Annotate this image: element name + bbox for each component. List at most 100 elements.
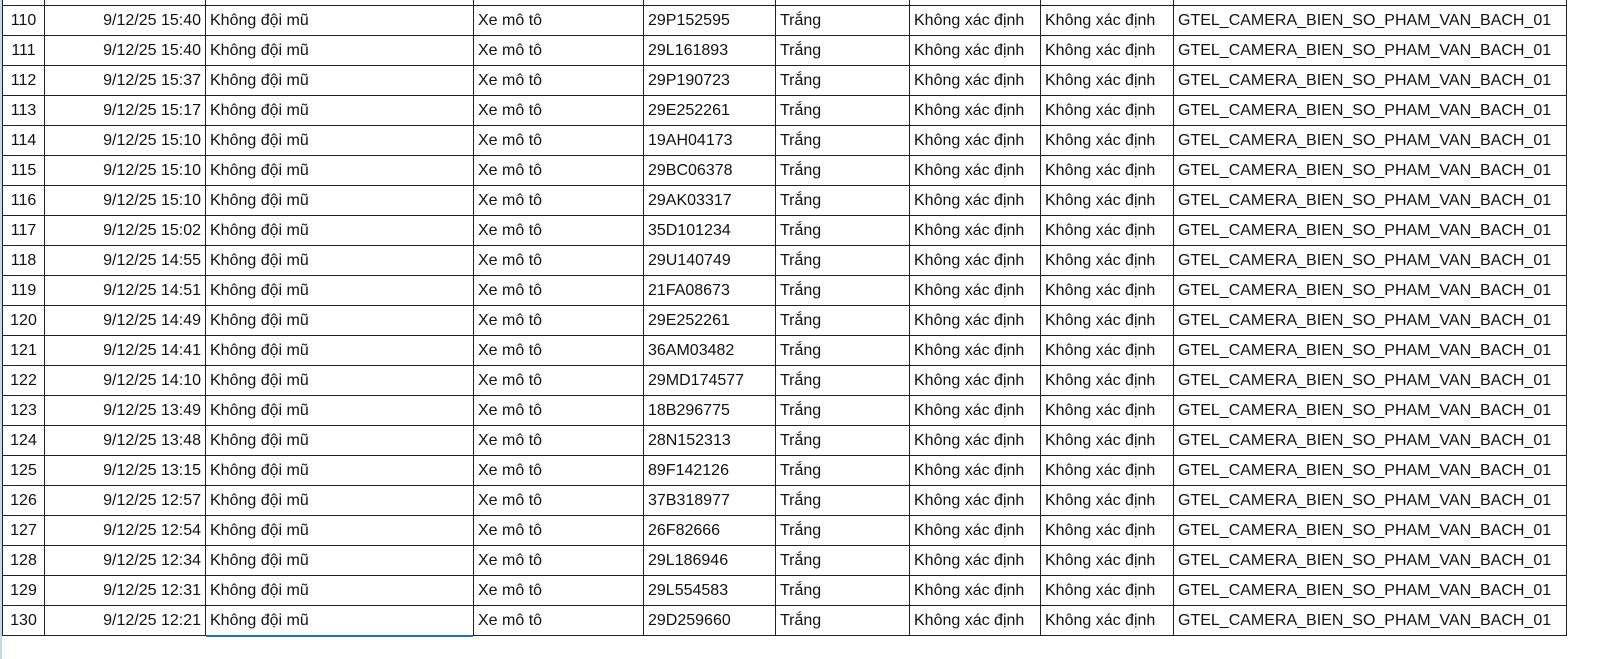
- violation-cell[interactable]: Không đội mũ: [205, 305, 474, 336]
- status-cell[interactable]: Không xác định: [909, 245, 1041, 276]
- status-cell[interactable]: Không xác định: [909, 365, 1041, 396]
- camera-name-cell[interactable]: GTEL_CAMERA_BIEN_SO_PHAM_VAN_BACH_01: [1173, 5, 1567, 36]
- timestamp-cell[interactable]: 9/12/25 12:54: [44, 515, 206, 546]
- status-cell-2[interactable]: Không xác định: [1040, 275, 1174, 306]
- vehicle-type-cell[interactable]: Xe mô tô: [473, 155, 644, 186]
- violation-cell[interactable]: Không đội mũ: [205, 575, 474, 606]
- status-cell-2[interactable]: Không xác định: [1040, 545, 1174, 576]
- camera-name-cell[interactable]: GTEL_CAMERA_BIEN_SO_PHAM_VAN_BACH_01: [1173, 575, 1567, 606]
- status-cell[interactable]: Không xác định: [909, 515, 1041, 546]
- status-cell-2[interactable]: Không xác định: [1040, 455, 1174, 486]
- timestamp-cell[interactable]: 9/12/25 15:02: [44, 215, 206, 246]
- row-number-cell[interactable]: 118: [2, 245, 45, 276]
- vehicle-type-cell[interactable]: Xe mô tô: [473, 5, 644, 36]
- violation-cell[interactable]: Không đội mũ: [205, 515, 474, 546]
- camera-name-cell[interactable]: GTEL_CAMERA_BIEN_SO_PHAM_VAN_BACH_01: [1173, 95, 1567, 126]
- camera-name-cell[interactable]: GTEL_CAMERA_BIEN_SO_PHAM_VAN_BACH_01: [1173, 605, 1567, 636]
- plate-color-cell[interactable]: Trắng: [775, 335, 910, 366]
- license-plate-cell[interactable]: 29P190723: [643, 65, 776, 96]
- license-plate-cell[interactable]: 29E252261: [643, 305, 776, 336]
- plate-color-cell[interactable]: Trắng: [775, 455, 910, 486]
- license-plate-cell[interactable]: 29L554583: [643, 575, 776, 606]
- row-number-cell[interactable]: 126: [2, 485, 45, 516]
- timestamp-cell[interactable]: 9/12/25 14:51: [44, 275, 206, 306]
- vehicle-type-cell[interactable]: Xe mô tô: [473, 485, 644, 516]
- status-cell[interactable]: Không xác định: [909, 125, 1041, 156]
- plate-color-cell[interactable]: Trắng: [775, 95, 910, 126]
- row-number-cell[interactable]: 116: [2, 185, 45, 216]
- timestamp-cell[interactable]: 9/12/25 15:10: [44, 185, 206, 216]
- license-plate-cell[interactable]: 36AM03482: [643, 335, 776, 366]
- vehicle-type-cell[interactable]: Xe mô tô: [473, 455, 644, 486]
- timestamp-cell[interactable]: 9/12/25 15:37: [44, 65, 206, 96]
- violation-cell[interactable]: Không đội mũ: [205, 365, 474, 396]
- row-number-cell[interactable]: 129: [2, 575, 45, 606]
- vehicle-type-cell[interactable]: Xe mô tô: [473, 245, 644, 276]
- camera-name-cell[interactable]: GTEL_CAMERA_BIEN_SO_PHAM_VAN_BACH_01: [1173, 35, 1567, 66]
- status-cell[interactable]: Không xác định: [909, 425, 1041, 456]
- timestamp-cell[interactable]: 9/12/25 14:49: [44, 305, 206, 336]
- status-cell[interactable]: Không xác định: [909, 65, 1041, 96]
- status-cell[interactable]: Không xác định: [909, 605, 1041, 636]
- plate-color-cell[interactable]: Trắng: [775, 185, 910, 216]
- status-cell-2[interactable]: Không xác định: [1040, 425, 1174, 456]
- status-cell-2[interactable]: Không xác định: [1040, 305, 1174, 336]
- timestamp-cell[interactable]: 9/12/25 13:48: [44, 425, 206, 456]
- timestamp-cell[interactable]: 9/12/25 13:15: [44, 455, 206, 486]
- row-number-cell[interactable]: 111: [2, 35, 45, 66]
- violation-cell[interactable]: Không đội mũ: [205, 125, 474, 156]
- violation-cell[interactable]: Không đội mũ: [205, 5, 474, 36]
- license-plate-cell[interactable]: 29D259660: [643, 605, 776, 636]
- plate-color-cell[interactable]: Trắng: [775, 5, 910, 36]
- timestamp-cell[interactable]: 9/12/25 15:17: [44, 95, 206, 126]
- row-number-cell[interactable]: 112: [2, 65, 45, 96]
- status-cell-2[interactable]: Không xác định: [1040, 335, 1174, 366]
- status-cell-2[interactable]: Không xác định: [1040, 215, 1174, 246]
- plate-color-cell[interactable]: Trắng: [775, 305, 910, 336]
- license-plate-cell[interactable]: 89F142126: [643, 455, 776, 486]
- vehicle-type-cell[interactable]: Xe mô tô: [473, 65, 644, 96]
- vehicle-type-cell[interactable]: Xe mô tô: [473, 275, 644, 306]
- plate-color-cell[interactable]: Trắng: [775, 65, 910, 96]
- violation-cell[interactable]: Không đội mũ: [205, 275, 474, 306]
- status-cell-2[interactable]: Không xác định: [1040, 605, 1174, 636]
- row-number-cell[interactable]: 117: [2, 215, 45, 246]
- row-number-cell[interactable]: 128: [2, 545, 45, 576]
- status-cell[interactable]: Không xác định: [909, 185, 1041, 216]
- status-cell[interactable]: Không xác định: [909, 35, 1041, 66]
- timestamp-cell[interactable]: 9/12/25 14:41: [44, 335, 206, 366]
- license-plate-cell[interactable]: 29AK03317: [643, 185, 776, 216]
- violation-cell[interactable]: Không đội mũ: [205, 35, 474, 66]
- status-cell[interactable]: Không xác định: [909, 545, 1041, 576]
- status-cell-2[interactable]: Không xác định: [1040, 35, 1174, 66]
- camera-name-cell[interactable]: GTEL_CAMERA_BIEN_SO_PHAM_VAN_BACH_01: [1173, 515, 1567, 546]
- vehicle-type-cell[interactable]: Xe mô tô: [473, 215, 644, 246]
- camera-name-cell[interactable]: GTEL_CAMERA_BIEN_SO_PHAM_VAN_BACH_01: [1173, 335, 1567, 366]
- status-cell[interactable]: Không xác định: [909, 155, 1041, 186]
- timestamp-cell[interactable]: 9/12/25 13:49: [44, 395, 206, 426]
- row-number-cell[interactable]: 120: [2, 305, 45, 336]
- license-plate-cell[interactable]: 29L161893: [643, 35, 776, 66]
- camera-name-cell[interactable]: GTEL_CAMERA_BIEN_SO_PHAM_VAN_BACH_01: [1173, 215, 1567, 246]
- violation-cell[interactable]: Không đội mũ: [205, 155, 474, 186]
- violation-cell[interactable]: Không đội mũ: [205, 395, 474, 426]
- status-cell[interactable]: Không xác định: [909, 215, 1041, 246]
- row-number-cell[interactable]: 114: [2, 125, 45, 156]
- violation-cell[interactable]: Không đội mũ: [205, 95, 474, 126]
- plate-color-cell[interactable]: Trắng: [775, 545, 910, 576]
- vehicle-type-cell[interactable]: Xe mô tô: [473, 605, 644, 636]
- row-number-cell[interactable]: 125: [2, 455, 45, 486]
- timestamp-cell[interactable]: 9/12/25 15:40: [44, 35, 206, 66]
- violation-cell[interactable]: Không đội mũ: [205, 245, 474, 276]
- license-plate-cell[interactable]: 29MD174577: [643, 365, 776, 396]
- row-number-cell[interactable]: 130: [2, 605, 45, 636]
- plate-color-cell[interactable]: Trắng: [775, 575, 910, 606]
- timestamp-cell[interactable]: 9/12/25 14:55: [44, 245, 206, 276]
- camera-name-cell[interactable]: GTEL_CAMERA_BIEN_SO_PHAM_VAN_BACH_01: [1173, 365, 1567, 396]
- row-number-cell[interactable]: 121: [2, 335, 45, 366]
- vehicle-type-cell[interactable]: Xe mô tô: [473, 95, 644, 126]
- row-number-cell[interactable]: 127: [2, 515, 45, 546]
- status-cell-2[interactable]: Không xác định: [1040, 185, 1174, 216]
- plate-color-cell[interactable]: Trắng: [775, 125, 910, 156]
- violation-cell[interactable]: Không đội mũ: [205, 215, 474, 246]
